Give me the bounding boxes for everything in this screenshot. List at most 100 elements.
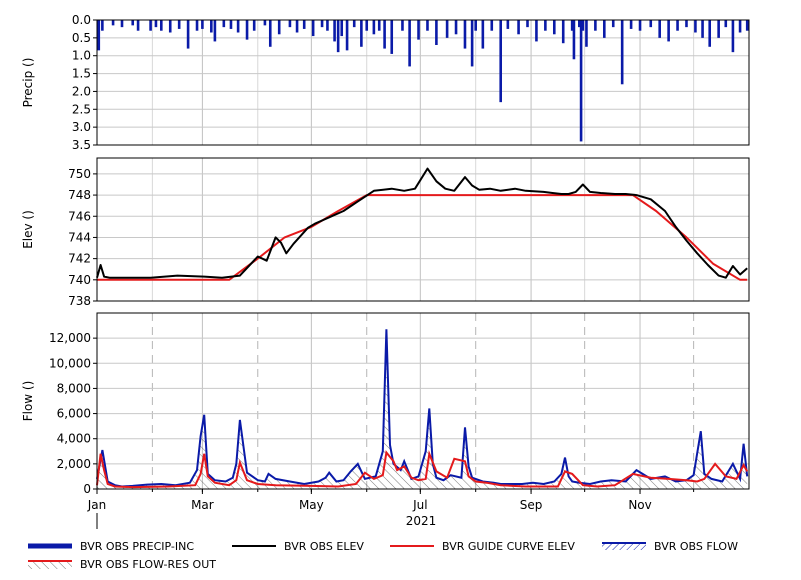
- precip-bar: [463, 20, 467, 49]
- precip-bar: [526, 20, 529, 28]
- precip-bar: [201, 20, 204, 29]
- y-tick-label: 3.5: [72, 138, 91, 152]
- precip-bar: [544, 20, 547, 31]
- x-tick-label: Sep: [520, 498, 543, 512]
- precip-bar: [345, 20, 349, 51]
- panel-frame: [96, 19, 750, 146]
- y-tick-label: 744: [68, 230, 91, 244]
- precip-bar: [667, 20, 670, 42]
- panel-frame: [96, 312, 750, 490]
- y-tick-label: 740: [68, 273, 91, 287]
- precip-bar: [360, 20, 363, 47]
- legend-item-guide: BVR GUIDE CURVE ELEV: [390, 538, 575, 554]
- precip-bar: [481, 20, 485, 49]
- precip-bar: [694, 20, 697, 33]
- precip-bar: [154, 20, 158, 28]
- precip-bar: [474, 20, 477, 31]
- precip-bar: [229, 20, 233, 29]
- precip-bar: [333, 20, 336, 42]
- x-tick-label: Nov: [628, 498, 651, 512]
- precip-bar: [506, 20, 510, 29]
- precip-bar: [186, 20, 190, 49]
- precip-bar: [311, 20, 315, 37]
- y-tick-label: 2.5: [72, 102, 91, 116]
- precip-bar: [401, 20, 404, 31]
- precip-bar: [594, 20, 597, 31]
- precip-bar: [365, 20, 369, 31]
- precip-bar: [326, 20, 329, 31]
- y-tick-label: 1.5: [72, 67, 91, 81]
- precip-bar: [252, 20, 256, 31]
- precip-bar: [470, 20, 474, 67]
- legend-label-flow-res-out: BVR OBS FLOW-RES OUT: [80, 557, 216, 571]
- legend-swatch-precip: [28, 539, 72, 553]
- precip-bar: [570, 20, 574, 31]
- y-axis-label: Elev (): [21, 210, 35, 249]
- y-tick-label: 2,000: [57, 457, 91, 471]
- y-tick-label: 1.0: [72, 49, 91, 63]
- precip-bar: [649, 20, 653, 28]
- y-tick-label: 3.0: [72, 120, 91, 134]
- precip-bar: [131, 20, 135, 26]
- year-label: 2021: [406, 514, 437, 528]
- legend-label-flow: BVR OBS FLOW: [654, 539, 738, 553]
- precip-bar: [302, 20, 306, 29]
- legend-item-precip: BVR OBS PRECIP-INC: [28, 538, 194, 554]
- precip-bar: [585, 20, 588, 47]
- y-tick-label: 748: [68, 188, 91, 202]
- panel-1: 738 740 742 744 746 748 750 Elev (): [21, 157, 750, 308]
- panel-2: 0 2,000 4,000 6,000 8,000 10,000 12,000 Flow ()…: [21, 312, 750, 529]
- precip-bar: [490, 20, 494, 31]
- y-tick-label: 2.0: [72, 84, 91, 98]
- precip-bar: [603, 20, 606, 38]
- precip-bar: [454, 20, 458, 35]
- legend-label-elev: BVR OBS ELEV: [284, 539, 364, 553]
- y-tick-label: 750: [68, 167, 91, 181]
- precip-bar: [517, 20, 520, 35]
- panel-background: [97, 20, 749, 145]
- y-axis-label: Flow (): [21, 381, 35, 422]
- x-tick-label: Jan: [87, 498, 107, 512]
- precip-bar: [245, 20, 249, 40]
- precip-bar: [435, 20, 438, 45]
- precip-bar: [97, 20, 101, 51]
- precip-bar: [620, 20, 624, 85]
- precip-bar: [535, 20, 538, 42]
- x-tick-label: Mar: [191, 498, 214, 512]
- precip-bar: [717, 20, 720, 38]
- precip-bar: [288, 20, 292, 28]
- precip-bar: [277, 20, 281, 35]
- panel-0: 0.0 0.5 1.0 1.5 2.0 2.5 3.0 3.5 Precip (): [21, 13, 750, 152]
- precip-bar: [701, 20, 704, 38]
- legend-swatch-guide: [390, 539, 434, 553]
- precip-bar: [745, 20, 749, 31]
- precip-bar: [445, 20, 449, 38]
- precip-bar: [101, 20, 104, 31]
- precip-bar: [120, 20, 124, 28]
- precip-bar: [336, 20, 340, 53]
- y-tick-label: 6,000: [57, 407, 91, 421]
- legend-item-flow-res-out: BVR OBS FLOW-RES OUT: [28, 556, 216, 572]
- legend-swatch-elev: [232, 539, 276, 553]
- legend-swatch-flow-res-out: [28, 557, 72, 571]
- legend-swatch-flow: [602, 539, 646, 553]
- legend-item-elev: BVR OBS ELEV: [232, 538, 364, 554]
- precip-bar: [160, 20, 163, 31]
- precip-bar: [177, 20, 181, 29]
- precip-bar: [195, 20, 199, 31]
- legend: BVR OBS PRECIP-INC BVR OBS ELEV BVR GUID…: [0, 532, 801, 580]
- obs-elev-line: [96, 167, 748, 279]
- precip-bar: [377, 20, 381, 31]
- precip-bar: [581, 20, 585, 31]
- legend-label-precip: BVR OBS PRECIP-INC: [80, 539, 195, 553]
- precip-bar: [426, 20, 429, 31]
- precip-bar: [340, 20, 344, 37]
- precip-bar: [236, 20, 240, 33]
- precip-bar: [499, 20, 503, 103]
- res-out-line: [96, 449, 749, 489]
- precip-bar: [149, 20, 152, 31]
- panel-frame: [96, 157, 750, 302]
- precip-bar: [222, 20, 226, 28]
- precip-bar: [408, 20, 411, 67]
